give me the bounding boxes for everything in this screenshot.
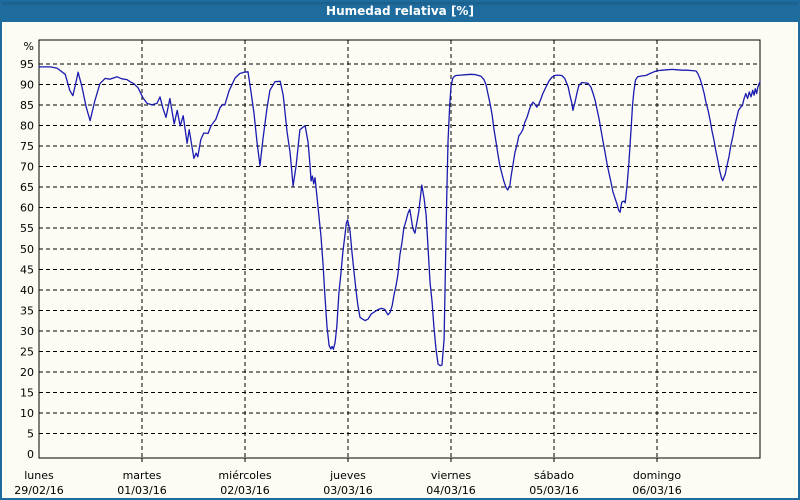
- y-tick-label: 75: [20, 140, 34, 153]
- x-date-label: 03/03/16: [323, 484, 372, 497]
- y-tick-label: 40: [20, 284, 34, 297]
- y-tick-label: 10: [20, 407, 34, 420]
- x-day-label: domingo: [633, 469, 681, 482]
- x-date-label: 05/03/16: [529, 484, 578, 497]
- y-tick-label: 80: [20, 120, 34, 133]
- humidity-series-line: [38, 66, 761, 367]
- y-tick-label: 0: [27, 448, 34, 461]
- plot-border: [38, 39, 761, 459]
- y-tick-label: 30: [20, 325, 34, 338]
- x-date-label: 29/02/16: [14, 484, 63, 497]
- x-date-label: 02/03/16: [220, 484, 269, 497]
- x-date-label: 01/03/16: [117, 484, 166, 497]
- y-tick-label: 15: [20, 386, 34, 399]
- y-tick-label: 60: [20, 202, 34, 215]
- x-day-label: sábado: [534, 469, 574, 482]
- x-date-label: 04/03/16: [426, 484, 475, 497]
- x-day-label: martes: [123, 469, 162, 482]
- y-tick-label: 5: [27, 427, 34, 440]
- y-tick-label: 90: [20, 79, 34, 92]
- x-day-label: viernes: [431, 469, 471, 482]
- y-tick-label: 50: [20, 243, 34, 256]
- y-axis-unit-label: %: [24, 40, 34, 53]
- y-tick-label: 65: [20, 181, 34, 194]
- y-tick-label: 45: [20, 263, 34, 276]
- chart-title: Humedad relativa [%]: [326, 4, 474, 18]
- y-tick-label: 25: [20, 345, 34, 358]
- y-tick-label: 70: [20, 161, 34, 174]
- y-tick-label: 85: [20, 99, 34, 112]
- y-tick-label: 20: [20, 366, 34, 379]
- y-tick-label: 35: [20, 304, 34, 317]
- x-date-label: 06/03/16: [632, 484, 681, 497]
- y-tick-label: 95: [20, 58, 34, 71]
- y-tick-label: 55: [20, 222, 34, 235]
- x-day-label: miércoles: [218, 469, 271, 482]
- x-day-label: jueves: [329, 469, 366, 482]
- chart-title-bar: Humedad relativa [%]: [2, 2, 798, 22]
- x-day-label: lunes: [24, 469, 54, 482]
